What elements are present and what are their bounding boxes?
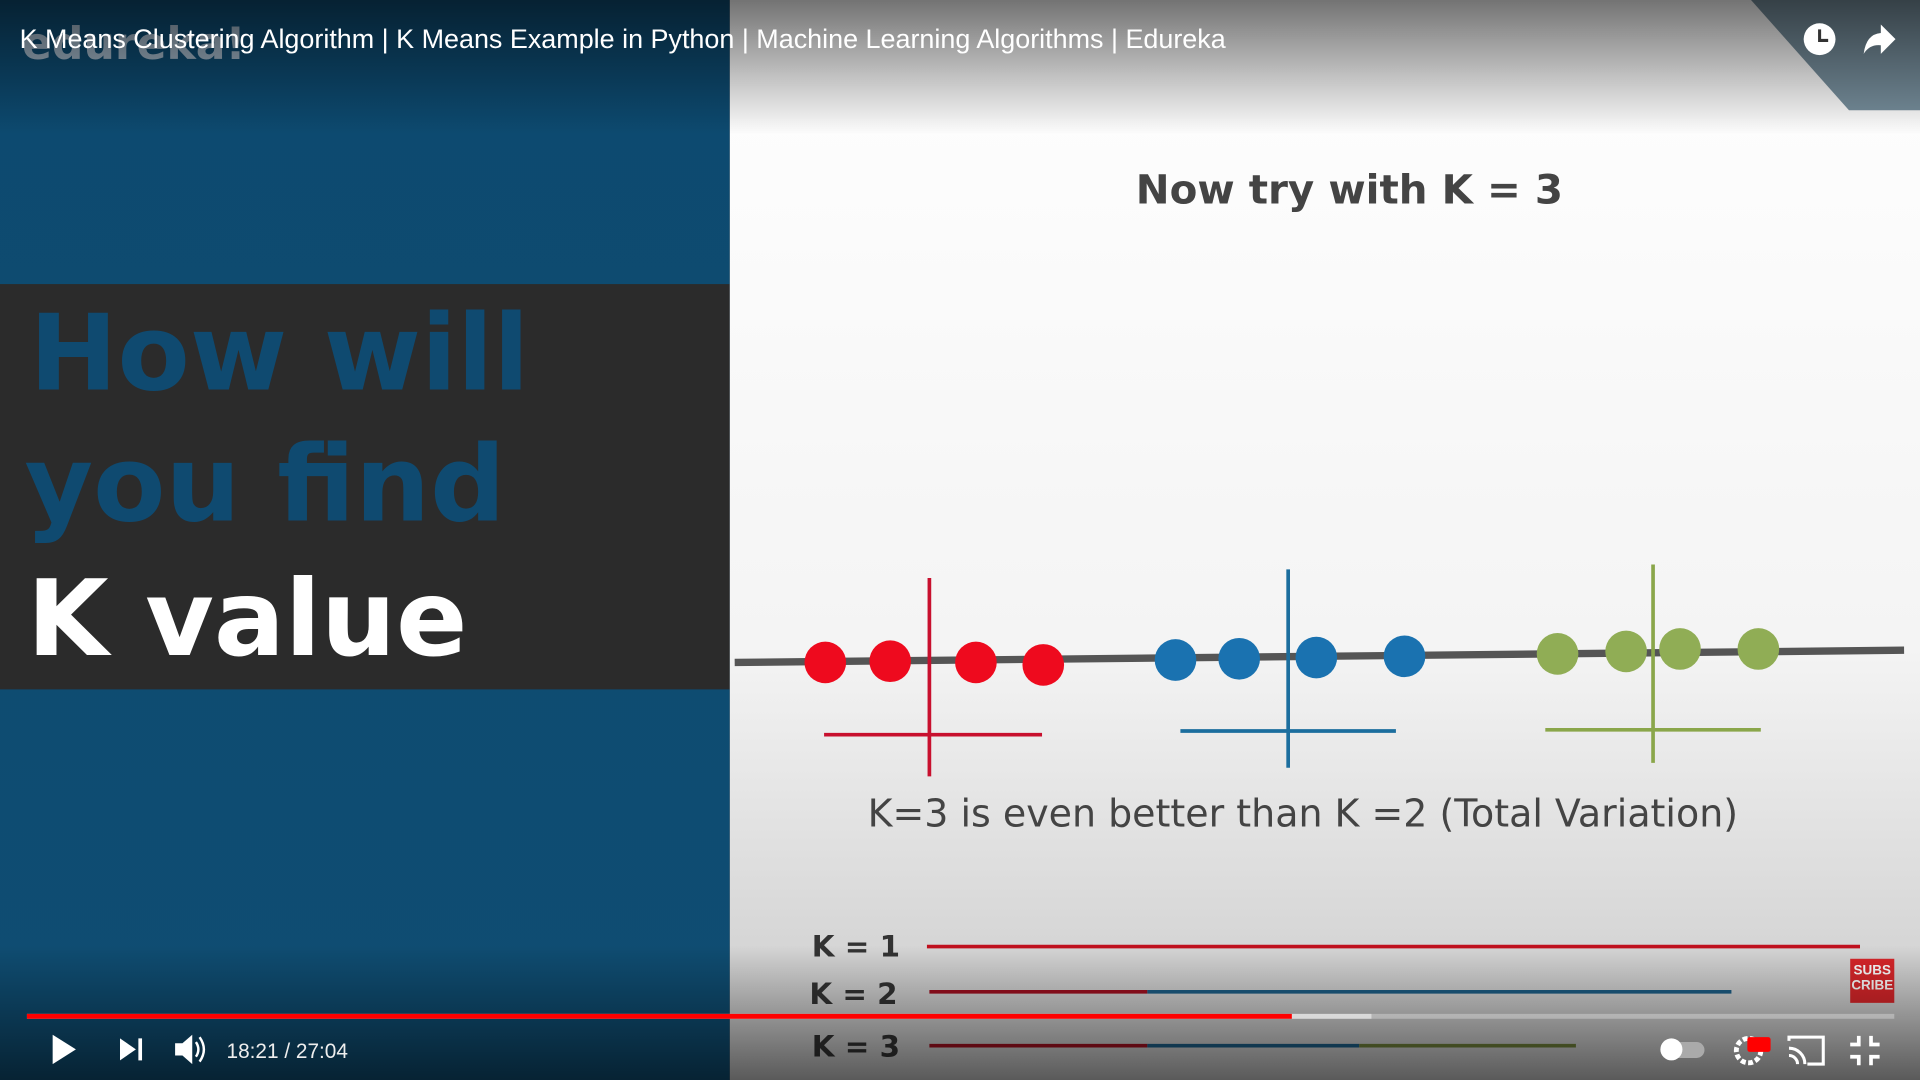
top-shade: [0, 0, 1920, 135]
point: [955, 641, 997, 684]
volume-button[interactable]: [175, 1034, 206, 1065]
point: [1605, 630, 1647, 673]
heading-line: K value: [27, 557, 467, 680]
red-cluster: [804, 577, 1065, 777]
point: [1022, 644, 1065, 686]
green-cluster: [1536, 564, 1780, 763]
point: [1659, 628, 1701, 670]
heading-band: [0, 284, 730, 690]
slide: [729, 0, 1920, 1080]
heading-line: you find: [24, 422, 505, 545]
caption: K=3 is even better than K =2 (Total Vari…: [868, 792, 1738, 836]
point: [1218, 637, 1260, 680]
cast-button[interactable]: [1787, 1035, 1825, 1066]
point: [1383, 635, 1426, 678]
point: [1536, 633, 1579, 675]
icon: [138, 1038, 143, 1061]
point: [1295, 636, 1338, 679]
hd-badge: [1747, 1037, 1771, 1052]
watch-later-button[interactable]: [1803, 23, 1836, 56]
heading-line: How will: [29, 291, 529, 414]
icon: [120, 1038, 136, 1061]
bottom-shade: [0, 945, 1920, 1080]
icon: [1818, 29, 1829, 42]
point: [1154, 639, 1197, 681]
icon: [1660, 1038, 1683, 1061]
play-button[interactable]: [52, 1034, 76, 1065]
blue-cluster: [1154, 569, 1426, 768]
next-button[interactable]: [120, 1038, 143, 1061]
point: [869, 640, 912, 683]
point: [1737, 628, 1780, 670]
icon: [194, 1036, 206, 1063]
point: [804, 641, 847, 684]
slide-title: Now try with K = 3: [1136, 165, 1563, 213]
settings-button[interactable]: [1733, 1035, 1771, 1066]
video-title[interactable]: K Means Clustering Algorithm | K Means E…: [20, 24, 1226, 54]
exit-fullscreen-button[interactable]: [1850, 1035, 1880, 1066]
autoplay-toggle[interactable]: [1660, 1038, 1705, 1061]
progress-played: [26, 1013, 1292, 1019]
time-display: 18:21 / 27:04: [227, 1040, 348, 1063]
icon: [175, 1034, 193, 1065]
share-button[interactable]: [1863, 24, 1896, 54]
